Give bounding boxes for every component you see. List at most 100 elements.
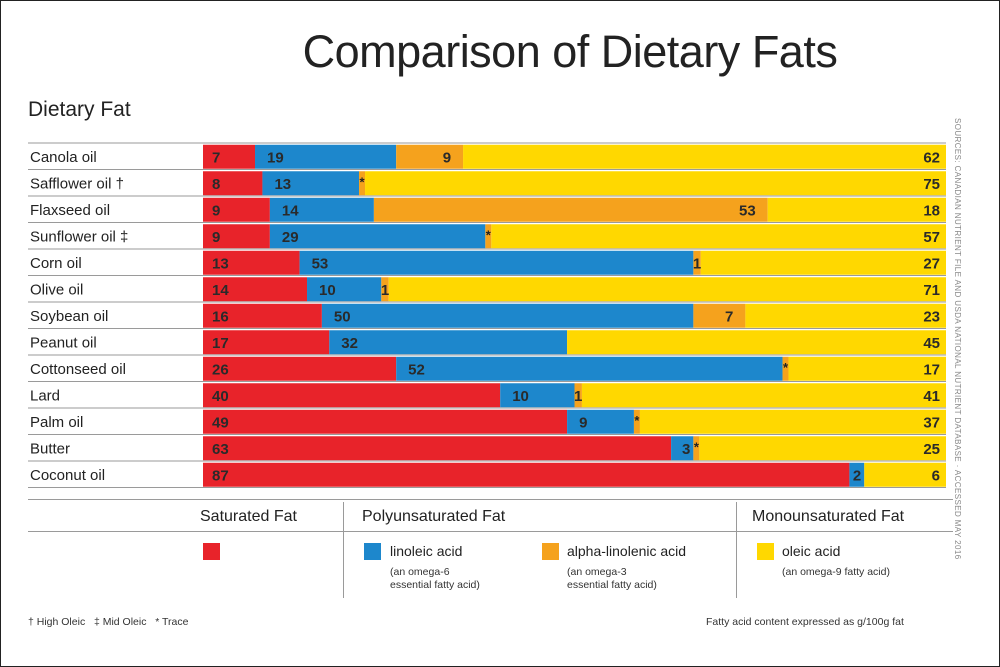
value-label-oleic-corn-oil: 27 [923,255,940,272]
bar-oleic-peanut-oil [567,330,946,355]
bar-oleic-cottonseed-oil [788,356,946,381]
bar-oleic-canola-oil [463,144,946,169]
bar-linoleic-peanut-oil [329,330,568,355]
bar-oleic-safflower-oil [365,171,946,196]
bar-oleic-corn-oil [700,250,946,275]
bar-alpha-linolenic-butter [693,436,700,461]
bar-linoleic-safflower-oil [262,171,360,196]
bar-saturated-safflower-oil [203,171,263,196]
value-label-oleic-sunflower-oil: 57 [923,229,940,246]
bar-saturated-sunflower-oil [203,224,270,249]
legend-alpha-linolenic-note-2: essential fatty acid) [567,579,657,591]
legend-linoleic-note-1: (an omega-6 [390,566,450,578]
value-label-saturated-corn-oil: 13 [212,255,229,272]
value-label-saturated-sunflower-oil: 9 [212,229,220,246]
value-label-alpha-linolenic-soybean-oil: 7 [725,308,733,325]
bar-saturated-soybean-oil [203,303,322,328]
category-label-safflower-oil: Safflower oil † [30,175,124,192]
value-label-saturated-cottonseed-oil: 26 [212,361,229,378]
value-label-alpha-linolenic-butter: * [694,439,700,454]
bar-alpha-linolenic-flaxseed-oil [373,197,768,222]
bar-alpha-linolenic-cottonseed-oil [782,356,789,381]
value-label-oleic-olive-oil: 71 [923,282,940,299]
category-label-cottonseed-oil: Cottonseed oil [30,361,126,378]
legend-divider-2 [736,502,737,598]
bar-linoleic-flaxseed-oil [269,197,374,222]
value-label-linoleic-olive-oil: 10 [319,282,336,299]
row-divider-lines [28,142,946,488]
value-label-alpha-linolenic-palm-oil: * [634,413,640,428]
legend-oleic-label: oleic acid [782,543,841,559]
bar-alpha-linolenic-lard [574,383,582,408]
legend-top-divider [28,499,953,500]
bar-alpha-linolenic-safflower-oil [359,171,366,196]
bar-saturated-coconut-oil [203,462,850,487]
value-label-oleic-cottonseed-oil: 17 [923,361,940,378]
value-label-oleic-flaxseed-oil: 18 [923,202,940,219]
legend-divider-1 [343,502,344,598]
value-label-oleic-lard: 41 [923,388,940,405]
category-label-sunflower-oil: Sunflower oil ‡ [30,228,128,245]
category-label-olive-oil: Olive oil [30,281,83,298]
bar-linoleic-canola-oil [255,144,397,169]
value-label-oleic-palm-oil: 37 [923,414,940,431]
value-label-saturated-safflower-oil: 8 [212,176,220,193]
value-label-alpha-linolenic-flaxseed-oil: 53 [739,202,756,219]
value-label-oleic-soybean-oil: 23 [923,308,940,325]
bar-alpha-linolenic-sunflower-oil [485,224,492,249]
bar-oleic-soybean-oil [745,303,946,328]
legend-linoleic-note-2: essential fatty acid) [390,579,480,591]
legend-alpha-linolenic-swatch [542,543,559,560]
category-label-corn-oil: Corn oil [30,255,82,272]
value-label-linoleic-lard: 10 [512,388,529,405]
bar-linoleic-palm-oil [567,409,634,434]
bar-saturated-lard [203,383,501,408]
footnote-units: Fatty acid content expressed as g/100g f… [706,616,904,628]
value-label-linoleic-peanut-oil: 32 [341,335,358,352]
value-label-saturated-peanut-oil: 17 [212,335,229,352]
value-label-alpha-linolenic-sunflower-oil: * [486,227,492,242]
bar-saturated-palm-oil [203,409,568,434]
value-label-saturated-palm-oil: 49 [212,414,229,431]
value-label-linoleic-butter: 3 [682,441,690,458]
bar-oleic-butter [699,436,946,461]
bar-linoleic-soybean-oil [321,303,694,328]
category-label-canola-oil: Canola oil [30,149,97,166]
bar-alpha-linolenic-palm-oil [633,409,640,434]
bar-linoleic-coconut-oil [849,462,865,487]
legend-saturated-heading: Saturated Fat [200,508,297,525]
bar-linoleic-butter [671,436,694,461]
bar-segments [203,144,946,487]
value-label-saturated-soybean-oil: 16 [212,308,229,325]
value-label-alpha-linolenic-corn-oil: 1 [693,255,701,272]
legend-saturated-swatch [203,543,220,560]
bar-linoleic-lard [500,383,575,408]
bar-alpha-linolenic-olive-oil [381,277,389,302]
value-label-saturated-olive-oil: 14 [212,282,229,299]
value-label-linoleic-corn-oil: 53 [312,255,329,272]
value-label-oleic-coconut-oil: 6 [932,467,940,484]
bar-oleic-flaxseed-oil [767,197,946,222]
category-label-peanut-oil: Peanut oil [30,334,97,351]
value-label-oleic-canola-oil: 62 [923,149,940,166]
value-label-linoleic-sunflower-oil: 29 [282,229,299,246]
category-label-flaxseed-oil: Flaxseed oil [30,202,110,219]
value-label-alpha-linolenic-cottonseed-oil: * [783,360,789,375]
stacked-bar-chart: Canola oil Safflower oil † Flaxseed oil Sun… [28,142,946,488]
bar-alpha-linolenic-corn-oil [693,250,701,275]
value-label-saturated-flaxseed-oil: 9 [212,202,220,219]
value-label-oleic-peanut-oil: 45 [923,335,940,352]
value-label-linoleic-canola-oil: 19 [267,149,284,166]
legend-oleic-swatch [757,543,774,560]
value-label-alpha-linolenic-olive-oil: 1 [381,282,389,299]
value-label-linoleic-cottonseed-oil: 52 [408,361,425,378]
category-label-lard: Lard [30,387,60,404]
category-labels: Canola oil Safflower oil † Flaxseed oil Sun… [30,149,128,484]
bar-oleic-lard [581,383,946,408]
category-label-butter: Butter [30,440,70,457]
value-label-oleic-butter: 25 [923,441,940,458]
bar-saturated-butter [203,436,672,461]
bar-saturated-flaxseed-oil [203,197,270,222]
value-label-saturated-butter: 63 [212,441,229,458]
